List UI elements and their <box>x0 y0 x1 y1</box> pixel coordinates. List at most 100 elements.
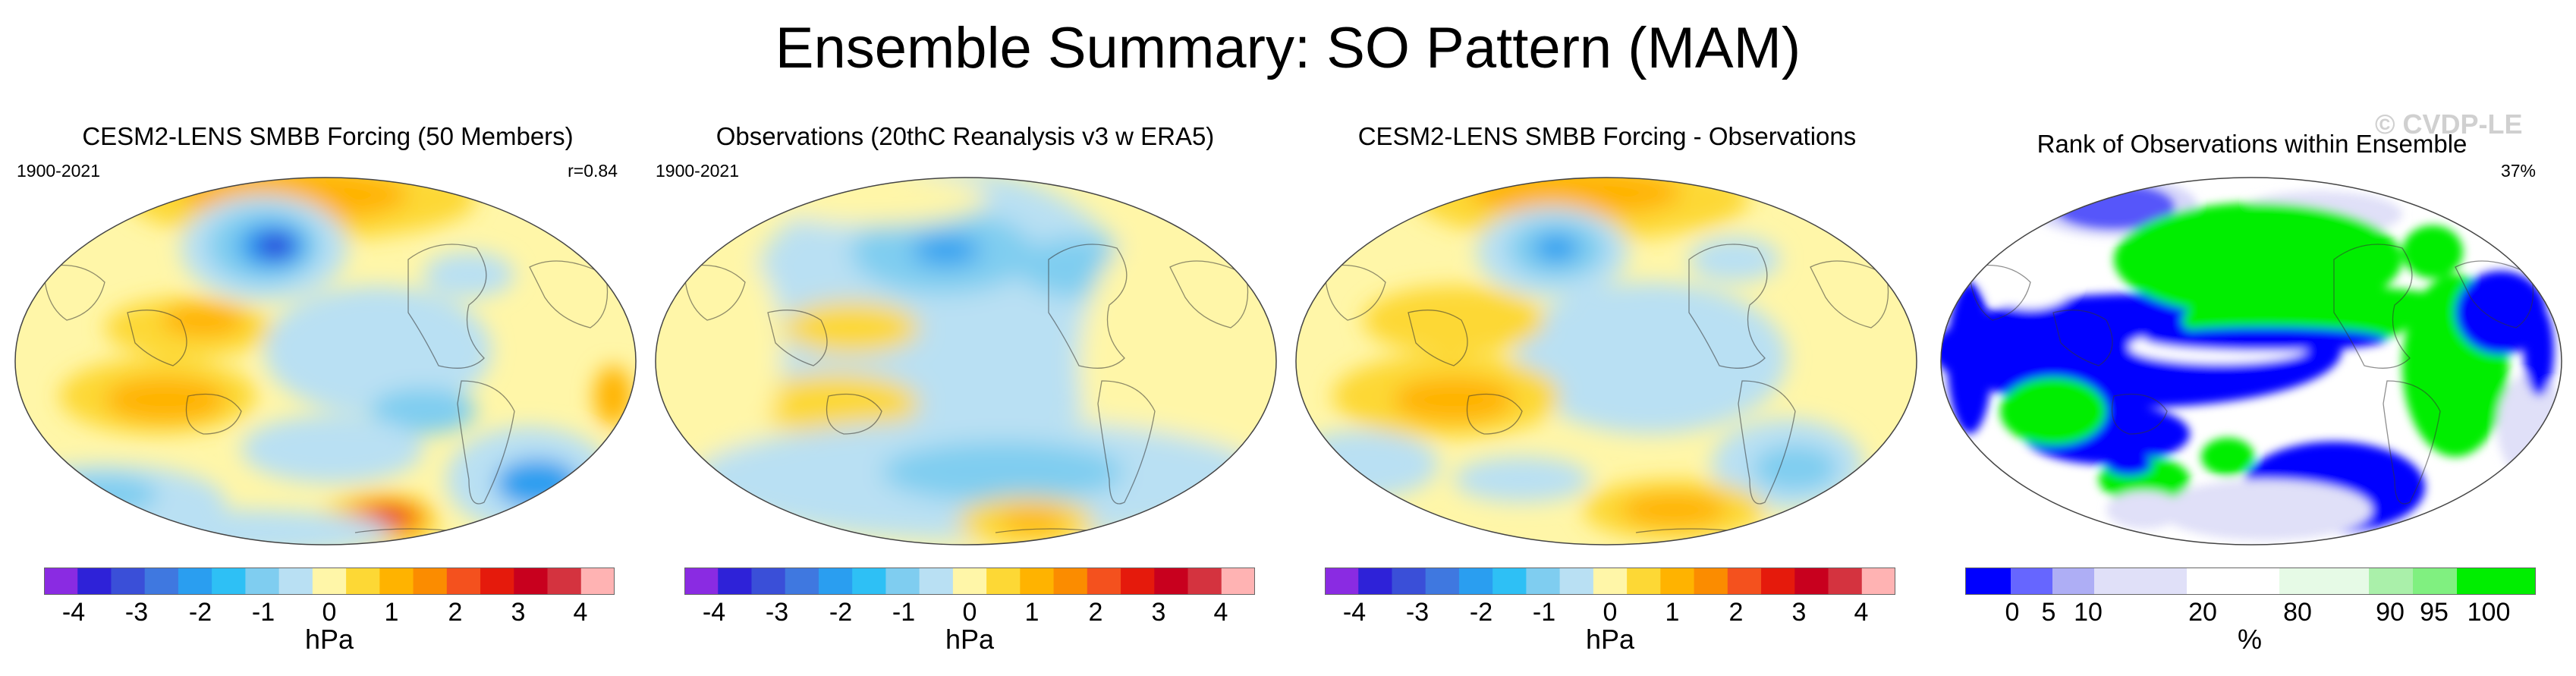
cbar1-tick: -4 <box>61 598 86 627</box>
colorbar-4 <box>1965 568 2536 595</box>
colorbar-cell <box>379 568 414 595</box>
cbar3-tick: -4 <box>1342 598 1367 627</box>
colorbar-cell <box>2413 568 2458 595</box>
colorbar-cell <box>919 568 954 595</box>
colorbar-cell <box>2011 568 2053 595</box>
cbar4-tick: 100 <box>2467 598 2511 627</box>
colorbar-cell <box>1053 568 1088 595</box>
panel-title-3: CESM2-LENS SMBB Forcing - Observations <box>1357 122 1857 150</box>
watermark: © CVDP-LE <box>2375 108 2523 140</box>
colorbar-cell <box>2094 568 2188 595</box>
panel-period-2: 1900-2021 <box>656 161 739 181</box>
colorbar-cell <box>1425 568 1460 595</box>
colorbar-cell <box>1660 568 1695 595</box>
colorbar-cell <box>785 568 819 595</box>
colorbar-cell <box>1392 568 1426 595</box>
colorbar-cell <box>1358 568 1392 595</box>
colorbar-cell <box>1794 568 1829 595</box>
map-model-minus-observations <box>1295 177 1917 546</box>
cbar3-tick: 1 <box>1665 598 1680 627</box>
map-rank <box>1940 177 2562 546</box>
colorbar-cell <box>547 568 582 595</box>
figure-title: Ensemble Summary: SO Pattern (MAM) <box>775 16 1801 80</box>
cbar2-tick: 1 <box>1024 598 1040 627</box>
panel-title-2: Observations (20thC Reanalysis v3 w ERA5… <box>716 122 1215 150</box>
cbar1-tick: 3 <box>511 598 526 627</box>
colorbar-cell <box>312 568 347 595</box>
colorbar-1 <box>44 568 615 595</box>
cbar4-tick: 80 <box>2283 598 2312 627</box>
colorbar-cell <box>2187 568 2280 595</box>
colorbar-cell <box>1187 568 1222 595</box>
cbar2-unit: hPa <box>945 624 995 655</box>
cbar3-tick: 0 <box>1603 598 1618 627</box>
cbar4-unit: % <box>2237 624 2263 655</box>
cbar4-tick: 0 <box>2005 598 2020 627</box>
cbar3-tick: 2 <box>1728 598 1744 627</box>
colorbar-cell <box>178 568 212 595</box>
colorbar-cell <box>1526 568 1561 595</box>
cbar1-tick: 2 <box>448 598 463 627</box>
cbar3-tick: 4 <box>1854 598 1869 627</box>
cbar1-unit: hPa <box>304 624 354 655</box>
colorbar-border <box>1965 568 2536 595</box>
colorbar-cell <box>2457 568 2536 595</box>
colorbar-cell <box>2369 568 2414 595</box>
cbar4-tick: 10 <box>2074 598 2103 627</box>
cbar3-tick: -3 <box>1405 598 1430 627</box>
colorbar-cell <box>514 568 549 595</box>
colorbar-cell <box>1458 568 1493 595</box>
cbar3-tick: 3 <box>1791 598 1807 627</box>
map-observations <box>655 177 1277 546</box>
colorbar-cell <box>684 568 719 595</box>
colorbar-cell <box>1593 568 1628 595</box>
colorbar-cell <box>111 568 146 595</box>
cbar4-tick: 90 <box>2376 598 2405 627</box>
cbar1-tick: 0 <box>322 598 337 627</box>
colorbar-cell <box>1325 568 1359 595</box>
cbar2-tick: -1 <box>892 598 916 627</box>
cbar4-tick: 5 <box>2041 598 2056 627</box>
cbar2-tick: 0 <box>962 598 977 627</box>
cbar3-tick: -2 <box>1469 598 1493 627</box>
colorbar-cell <box>885 568 920 595</box>
colorbar-cell <box>1559 568 1594 595</box>
cbar2-tick: 4 <box>1213 598 1228 627</box>
colorbar-cell <box>1727 568 1762 595</box>
colorbar-cell <box>1154 568 1189 595</box>
colorbar-border <box>1325 568 1895 595</box>
colorbar-cell <box>818 568 853 595</box>
colorbar-cell <box>480 568 514 595</box>
cbar1-tick: 4 <box>573 598 588 627</box>
colorbar-cell <box>346 568 380 595</box>
cbar3-tick: -1 <box>1532 598 1556 627</box>
colorbar-cell <box>1828 568 1863 595</box>
colorbar-cell <box>413 568 448 595</box>
colorbar-cell <box>952 568 987 595</box>
cbar2-tick: -2 <box>829 598 853 627</box>
colorbar-cell <box>986 568 1021 595</box>
panel-correlation-1: r=0.84 <box>568 161 618 181</box>
colorbar-cell <box>1627 568 1661 595</box>
cbar1-tick: -2 <box>188 598 212 627</box>
panel-period-1: 1900-2021 <box>17 161 100 181</box>
colorbar-cell <box>144 568 179 595</box>
panel-percent-4: 37% <box>2500 161 2536 181</box>
colorbar-cell <box>718 568 752 595</box>
cbar4-tick: 95 <box>2420 598 2449 627</box>
colorbar-cell <box>1761 568 1795 595</box>
panel-title-4: Rank of Observations within Ensemble <box>2037 130 2467 158</box>
colorbar-cell <box>212 568 246 595</box>
colorbar-cell <box>44 568 78 595</box>
colorbar-cell <box>1087 568 1121 595</box>
cbar1-tick: -3 <box>124 598 149 627</box>
colorbar-cell <box>1965 568 2011 595</box>
panel-title-1: CESM2-LENS SMBB Forcing (50 Members) <box>82 122 574 150</box>
cbar2-tick: 2 <box>1088 598 1103 627</box>
cbar2-tick: 3 <box>1151 598 1166 627</box>
colorbar-cell <box>1694 568 1728 595</box>
colorbar-cell <box>751 568 786 595</box>
cbar1-tick: -1 <box>251 598 275 627</box>
cbar3-unit: hPa <box>1585 624 1635 655</box>
colorbar-cell <box>1121 568 1155 595</box>
